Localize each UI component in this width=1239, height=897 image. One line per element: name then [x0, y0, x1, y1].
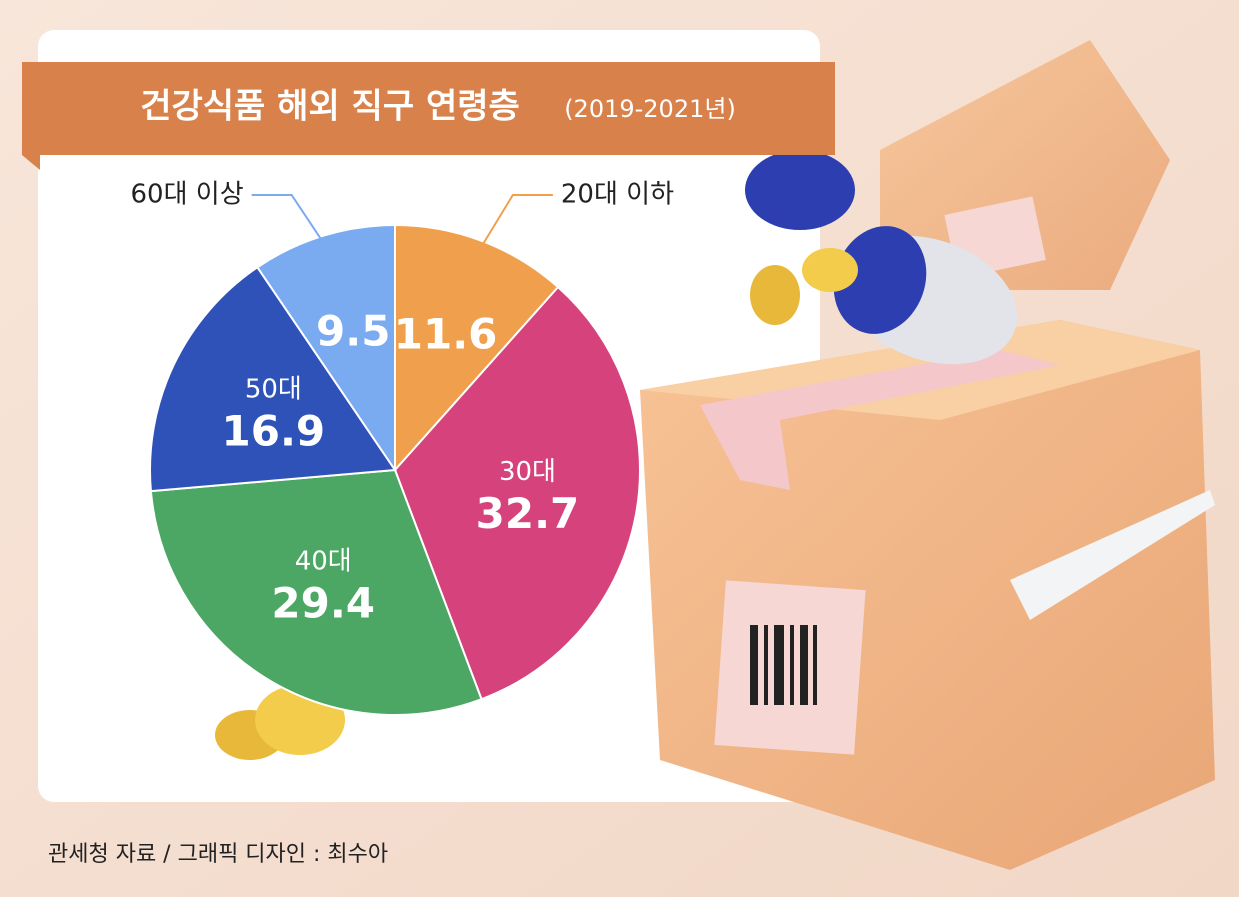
category-label: 40대 [295, 547, 352, 577]
title-banner [22, 62, 835, 170]
decoration [215, 40, 1215, 870]
value-label: 9.5 [316, 307, 390, 356]
value-label: 16.9 [222, 407, 326, 456]
chart-title: 건강식품 해외 직구 연령층 [140, 87, 520, 127]
category-label: 60대 이상 [131, 180, 244, 210]
pie-slice [149, 265, 397, 493]
pie-slice [256, 223, 396, 474]
pie-slice [149, 468, 483, 716]
category-label: 50대 [245, 375, 302, 405]
pie-slice [394, 223, 560, 473]
pie-slice [393, 285, 641, 701]
leader-line [477, 194, 553, 254]
category-label: 20대 이하 [561, 180, 674, 210]
chart-subtitle: (2019-2021년) [564, 95, 736, 123]
value-label: 32.7 [476, 489, 580, 538]
category-label: 30대 [499, 457, 556, 487]
value-label: 29.4 [271, 579, 375, 628]
leader-line [251, 194, 328, 249]
value-label: 11.6 [394, 310, 498, 359]
source: 관세청 자료 / 그래픽 디자인 : 최수아 [48, 842, 388, 867]
